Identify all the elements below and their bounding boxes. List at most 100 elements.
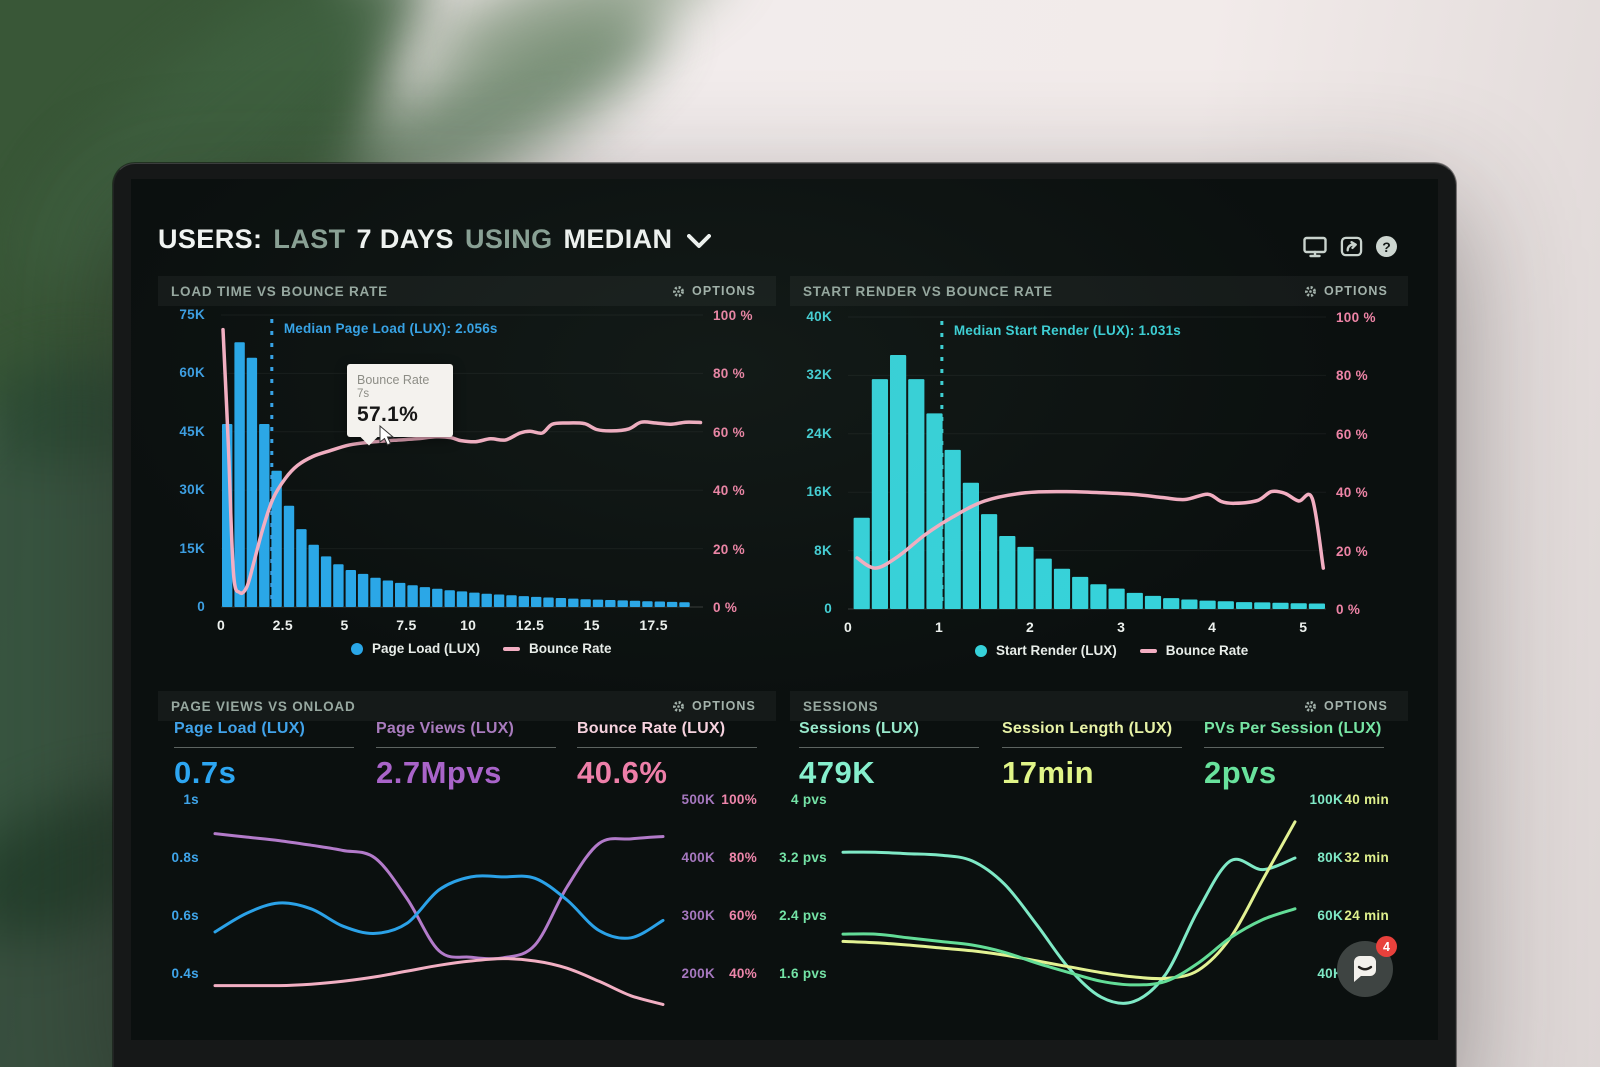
axis-tick-label: 60K [1317, 908, 1343, 923]
axis-tick-label: 100 % [713, 308, 753, 323]
axis-tick-label: 60K [179, 365, 205, 381]
panel-header-start-render: START RENDER VS BOUNCE RATE OPTIONS [790, 276, 1408, 306]
title-users: USERS: [158, 224, 263, 254]
chart-canvas [848, 316, 1326, 610]
axis-tick-label: 12.5 [515, 617, 545, 633]
metric-value: 2pvs [1204, 755, 1277, 790]
chart-canvas [841, 820, 1297, 1005]
mouse-cursor-icon [379, 424, 395, 452]
metric-page-load: Page Load (LUX) 0.7s [174, 720, 360, 791]
median-annotation: Median Page Load (LUX): 2.056s [283, 321, 498, 336]
axis-tick-label: 80 % [713, 366, 745, 382]
axis-tick-label: 0.6s [171, 908, 199, 923]
axis-tick-label: 8K [814, 542, 832, 558]
metric-page-views: Page Views (LUX) 2.7Mpvs [376, 720, 562, 791]
gear-icon [1305, 700, 1316, 712]
metric-underline [376, 747, 556, 748]
panel-header-page-views: PAGE VIEWS VS ONLOAD OPTIONS [158, 691, 776, 721]
panel-title: PAGE VIEWS VS ONLOAD [171, 698, 356, 714]
tooltip-title: Bounce Rate [357, 373, 430, 387]
axis-tick-label: 2 [1026, 619, 1035, 635]
metric-underline [799, 747, 979, 748]
metric-label: PVs Per Session (LUX) [1204, 720, 1382, 737]
metric-label: Page Views (LUX) [376, 720, 515, 737]
axis-tick-label: 17.5 [639, 617, 668, 633]
metric-value: 40.6% [577, 755, 668, 790]
help-icon: ? [1376, 236, 1397, 257]
legend-label: Page Load (LUX) [372, 641, 481, 656]
metric-value: 0.7s [174, 755, 237, 790]
metric-value: 17min [1002, 755, 1095, 790]
metric-label: Page Load (LUX) [174, 720, 306, 737]
axis-tick-label: 1 [935, 619, 944, 635]
axis-tick-label: 3.2 pvs [779, 850, 827, 865]
chat-bubble-icon [1337, 941, 1393, 997]
dashboard-screen: USERS: LAST 7 DAYS USING MEDIAN [131, 179, 1438, 1040]
page-views-onload-chart-plot[interactable]: 1s 0.8s 0.6s 0.4s 500K 100% 400K 80% 300K 60% 200K… [172, 792, 757, 1040]
sessions-chart-plot[interactable]: 4 pvs 3.2 pvs 2.4 pvs 1.6 pvs 100K 40 min 80K 3… [779, 792, 1389, 1040]
gear-icon [673, 285, 684, 297]
legend-dot-icon [351, 642, 363, 655]
monitor-icon-button[interactable] [1303, 236, 1327, 258]
metric-session-length: Session Length (LUX) 17min [1002, 720, 1188, 791]
options-label: OPTIONS [692, 699, 756, 713]
axis-tick-label: 20 % [1336, 543, 1368, 559]
users-period-dropdown[interactable]: USERS: LAST 7 DAYS USING MEDIAN [158, 224, 712, 255]
options-button-load-time[interactable]: OPTIONS [666, 283, 762, 299]
metric-pvs-per-session: PVs Per Session (LUX) 2pvs [1204, 720, 1390, 791]
axis-tick-label: 0 [843, 619, 853, 635]
help-icon-button[interactable]: ? [1376, 236, 1397, 257]
axis-tick-label: 24K [806, 425, 832, 441]
chat-badge: 4 [1376, 936, 1397, 957]
share-icon-button[interactable] [1340, 235, 1363, 258]
axis-tick-label: 40% [729, 966, 757, 981]
axis-tick-label: 100K [1309, 792, 1343, 807]
legend-dot-icon [975, 644, 987, 657]
start-render-chart-plot[interactable]: Median Start Render (LUX): 1.031s 40K 32K… [806, 309, 1375, 635]
axis-tick-label: 40 % [713, 483, 745, 499]
axis-tick-label: 60 % [1336, 426, 1368, 442]
axis-tick-label: 0 [197, 599, 205, 614]
legend-label: Start Render (LUX) [996, 643, 1117, 658]
axis-tick-label: 1s [183, 792, 199, 807]
chart-canvas [213, 832, 665, 1006]
options-button-start-render[interactable]: OPTIONS [1298, 283, 1394, 299]
axis-tick-label: 2.5 [272, 617, 293, 633]
chat-widget-button[interactable]: 4 [1336, 936, 1397, 998]
panel-header-load-time: LOAD TIME VS BOUNCE RATE OPTIONS [158, 276, 776, 306]
metric-underline [577, 747, 757, 748]
axis-tick-label: 500K [681, 792, 715, 807]
header-toolbar: ? [1303, 235, 1397, 258]
axis-tick-label: 30K [179, 482, 205, 498]
axis-tick-label: 40 min [1344, 792, 1389, 807]
load-time-chart-plot[interactable]: Median Page Load (LUX): 2.056s 75K 60K 45K… [179, 307, 752, 633]
title-median: MEDIAN [563, 224, 673, 254]
chart-legend: Start Render (LUX) Bounce Rate [975, 643, 1248, 658]
axis-tick-label: 5 [340, 617, 349, 633]
panel-title: LOAD TIME VS BOUNCE RATE [171, 283, 388, 299]
axis-tick-label: 7.5 [396, 617, 417, 633]
options-button-page-views[interactable]: OPTIONS [666, 698, 762, 714]
axis-tick-label: 300K [681, 908, 715, 923]
axis-tick-label: 4 [1208, 619, 1217, 635]
metric-label: Session Length (LUX) [1002, 720, 1173, 737]
axis-tick-label: 15K [179, 540, 205, 556]
metric-bounce-rate: Bounce Rate (LUX) 40.6% [577, 720, 763, 791]
tooltip-value: 57.1% [357, 403, 419, 426]
metric-underline [174, 747, 354, 748]
axis-tick-label: 100 % [1336, 310, 1376, 325]
axis-tick-label: 1.6 pvs [779, 966, 827, 981]
axis-tick-label: 0 [824, 601, 832, 616]
laptop: USERS: LAST 7 DAYS USING MEDIAN [113, 163, 1456, 1067]
options-label: OPTIONS [692, 284, 756, 298]
metric-value: 479K [799, 755, 876, 790]
axis-tick-label: 80% [729, 850, 757, 865]
options-button-sessions[interactable]: OPTIONS [1298, 698, 1394, 714]
metric-label: Bounce Rate (LUX) [577, 720, 726, 737]
axis-tick-label: 0.8s [171, 850, 199, 865]
legend-label: Bounce Rate [1165, 643, 1249, 658]
metric-underline [1204, 747, 1384, 748]
axis-tick-label: 0 % [713, 600, 738, 615]
options-label: OPTIONS [1324, 699, 1388, 713]
